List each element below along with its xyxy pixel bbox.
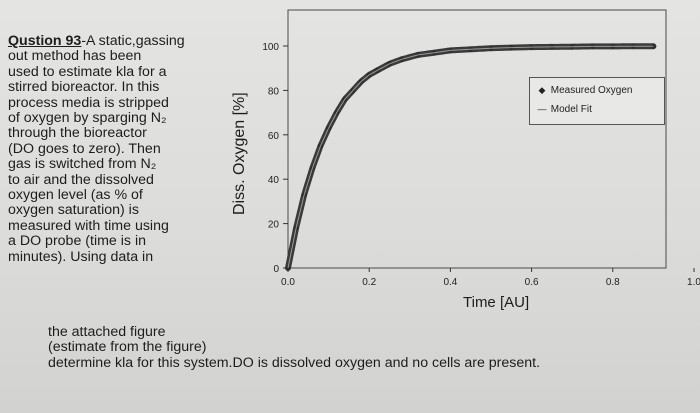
question-text: Qustion 93-A static,gassing out method h… [8,33,240,265]
question-line: (estimate from the figure) [48,339,207,356]
y-tick-label: 80 [268,86,280,97]
question-line: process media is stripped [8,94,169,111]
x-tick-label: 0.8 [606,277,620,288]
y-tick-label: 20 [268,220,280,231]
diamond-marker-icon: ◆ [538,85,546,95]
question-line: the attached figure [48,324,166,340]
question-tail: the attached figure (estimate from the f… [48,324,541,371]
question-line: minutes). Using data in [8,248,154,265]
question-line: determine kla for this system.DO is diss… [48,354,541,371]
y-tick-label: 60 [268,131,280,142]
question-label: Qustion 93 [8,33,82,49]
axis-ticks: 0 20 40 60 80 100 0.0 0.2 0.4 0.6 0.8 1.0 [262,42,700,288]
question-line: to air and the dissolved [8,171,154,188]
series-line-model-fit [287,45,654,269]
legend-item: ◆ Measured Oxygen [536,85,633,96]
chart-legend: ◆ Measured Oxygen — Model Fit [529,77,665,125]
x-tick-label: 0.6 [525,277,539,288]
y-tick-label: 0 [273,264,279,275]
plot-frame [287,9,667,269]
question-line: measured with time using [8,217,169,234]
question-line: a DO probe (time is in [8,233,146,250]
x-tick-label: 0.0 [281,277,295,288]
x-tick-label: 0.2 [362,277,376,288]
question-line: (DO goes to zero). Then [8,140,161,157]
y-axis-label: Diss. Oxygen [%] [231,92,248,215]
y-tick-label: 100 [262,42,279,53]
question-line: oxygen level (as % of [8,187,143,204]
question-line: -A static,gassing [81,33,185,49]
question-line: stirred bioreactor. In this [8,79,160,96]
legend-label: Model Fit [550,104,592,115]
plot-border [287,9,667,269]
question-line: gas is switched from N₂ [8,156,157,173]
question-line: of oxygen by sparging N₂ [8,110,167,127]
x-axis-label: Time [AU] [463,294,530,311]
question-line: used to estimate kla for a [8,63,167,80]
line-marker-icon: — [537,104,547,114]
question-line: out method has been [8,48,142,65]
y-tick-label: 40 [268,175,280,186]
question-line: oxygen saturation) is [8,202,139,219]
legend-label: Measured Oxygen [550,85,633,96]
question-line: through the bioreactor [8,125,147,142]
question-first-line: Qustion 93-A static,gassing [8,33,240,49]
x-tick-label: 0.4 [443,277,457,288]
legend-item: — Model Fit [536,104,592,115]
series-group [285,43,657,271]
x-tick-label: 1.0 [687,277,700,288]
